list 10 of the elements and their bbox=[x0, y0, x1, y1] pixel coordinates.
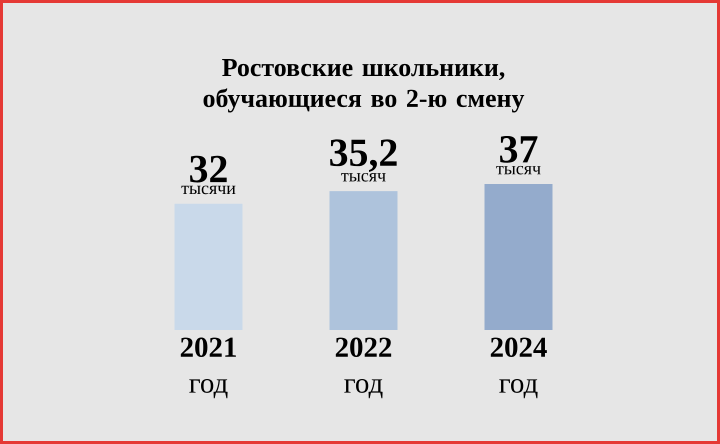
chart-title: Ростовские школьники, обучающиеся во 2-ю смену bbox=[204, 59, 524, 113]
annotation: тысячи bbox=[181, 186, 236, 194]
data-label: 35,2 bbox=[330, 139, 397, 172]
text: тысяч bbox=[496, 166, 541, 174]
text: тысяч bbox=[341, 172, 386, 182]
data-label: 37 bbox=[500, 136, 538, 163]
x-tick-label: 2022 год bbox=[336, 338, 392, 398]
x-tick-label: 2021 год bbox=[180, 338, 236, 398]
x-tick-label: 2024 год bbox=[490, 338, 547, 398]
data-label: 32 bbox=[190, 156, 227, 182]
